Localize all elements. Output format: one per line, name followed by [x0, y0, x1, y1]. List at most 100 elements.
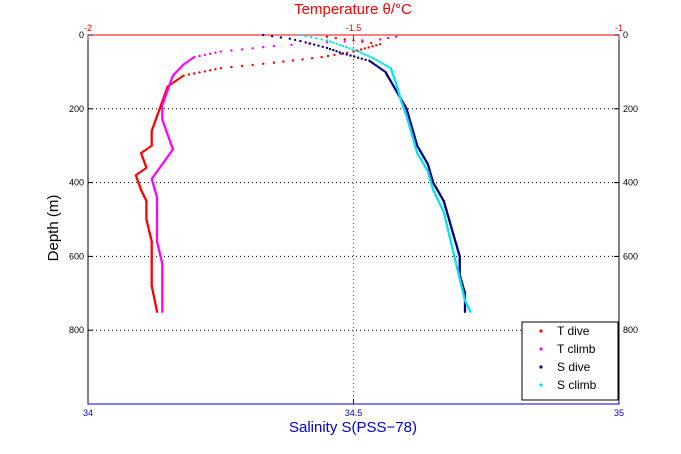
data-point — [463, 310, 467, 313]
data-point — [240, 48, 244, 51]
y-tick-label: 0 — [79, 30, 84, 40]
data-point — [367, 46, 370, 49]
data-point — [362, 52, 365, 55]
data-point — [262, 33, 265, 37]
data-point — [354, 49, 357, 52]
bottom-tick-label: 34 — [83, 408, 93, 418]
y-tick-label: 600 — [69, 251, 84, 261]
legend-marker — [539, 347, 543, 351]
data-point — [381, 62, 384, 65]
y-tick-label-right: 600 — [623, 251, 638, 261]
data-point — [230, 49, 233, 52]
bottom-tick-label: 34.5 — [345, 408, 363, 418]
y-tick-label: 200 — [69, 104, 84, 114]
data-point — [363, 47, 367, 50]
data-point — [299, 39, 302, 43]
legend-label: S climb — [557, 378, 597, 392]
data-point — [262, 46, 265, 49]
top-tick-label: -1 — [615, 23, 623, 33]
data-point — [364, 53, 367, 56]
data-point — [219, 50, 222, 53]
data-point — [338, 51, 341, 54]
data-point — [343, 38, 346, 41]
data-point — [371, 45, 374, 48]
data-point — [375, 44, 378, 47]
data-point — [291, 59, 295, 62]
data-point — [383, 63, 386, 66]
data-point — [334, 36, 337, 40]
data-point — [335, 50, 338, 53]
legend: T dive T climb S dive S climb — [521, 321, 619, 401]
data-point — [335, 42, 338, 46]
data-point — [187, 73, 191, 76]
data-point — [352, 50, 355, 53]
data-point — [379, 61, 382, 64]
data-point — [364, 58, 367, 61]
data-point — [338, 43, 341, 47]
data-point — [356, 56, 360, 59]
legend-marker — [539, 365, 543, 369]
top-tick-label: -1.5 — [346, 23, 362, 33]
y-axis-label: Depth (m) — [45, 195, 62, 262]
bottom-axis-label: Salinity S(PSS−78) — [289, 419, 417, 436]
data-point — [272, 61, 276, 64]
data-point — [328, 40, 332, 43]
legend-label: T dive — [557, 324, 590, 338]
data-point — [345, 51, 349, 54]
data-point — [345, 53, 348, 56]
data-point — [293, 38, 297, 42]
data-point — [317, 44, 320, 47]
data-point — [469, 310, 472, 313]
data-point — [193, 72, 196, 75]
data-point — [387, 65, 390, 69]
data-point — [386, 36, 390, 40]
data-point — [272, 44, 276, 48]
data-point — [349, 54, 352, 57]
data-point — [370, 41, 373, 45]
data-point — [341, 44, 345, 48]
data-point — [304, 34, 307, 38]
data-point — [325, 46, 329, 50]
data-point — [341, 52, 345, 55]
data-point — [325, 35, 329, 38]
data-point — [320, 55, 323, 59]
data-point — [357, 50, 360, 53]
data-point — [161, 310, 164, 313]
y-tick-label: 800 — [69, 325, 84, 335]
data-point — [155, 310, 159, 313]
y-tick-label-right: 800 — [623, 325, 638, 335]
data-point — [373, 57, 376, 61]
data-point — [203, 53, 206, 57]
data-point — [282, 60, 285, 63]
legend-label: S dive — [557, 360, 591, 374]
data-point — [251, 47, 254, 50]
data-point — [394, 35, 398, 38]
data-point — [333, 53, 336, 57]
data-point — [371, 56, 374, 60]
data-point — [343, 40, 346, 43]
legend-marker — [539, 329, 543, 333]
data-point — [198, 71, 201, 74]
data-point — [230, 65, 233, 69]
data-point — [326, 54, 330, 58]
data-point — [366, 54, 370, 57]
legend-label: T climb — [557, 342, 596, 356]
data-point — [375, 58, 378, 62]
data-point — [360, 57, 363, 60]
data-point — [251, 63, 254, 67]
data-point — [313, 43, 316, 46]
y-tick-label-right: 200 — [623, 104, 638, 114]
data-point — [270, 35, 274, 38]
legend-marker — [539, 383, 543, 387]
data-point — [309, 36, 313, 39]
data-point — [328, 47, 332, 51]
data-point — [198, 54, 201, 58]
data-point — [378, 38, 382, 41]
data-point — [301, 58, 304, 61]
data-point — [321, 45, 324, 48]
tick-layer: 0 0 200 200 400 400 600 600 800 800 -2 -1.5 -1 34 34.5… — [69, 23, 638, 418]
series-t-dive — [134, 35, 382, 313]
data-point — [351, 48, 354, 51]
data-point — [310, 57, 314, 60]
